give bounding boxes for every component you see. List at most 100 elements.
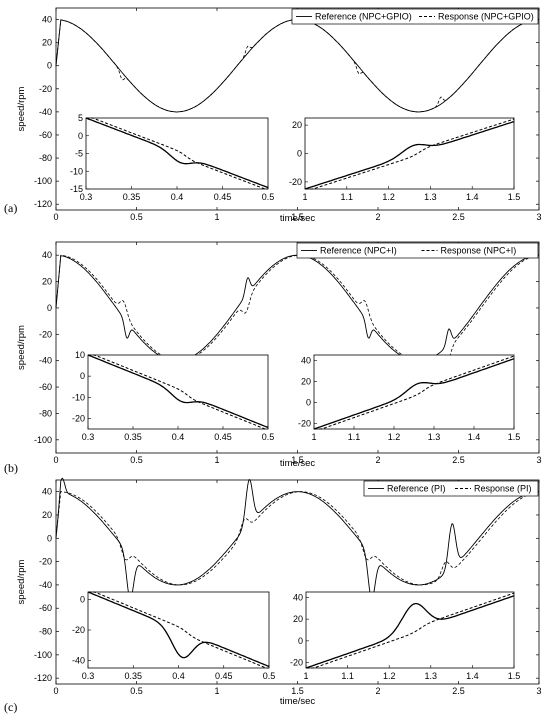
x-tick-label: 1 (214, 455, 219, 465)
inset-y-tick-label: 20 (292, 120, 302, 130)
y-tick-label: -120 (34, 673, 52, 683)
inset-y-tick-label: 40 (293, 592, 303, 602)
panel-label: (b) (4, 461, 18, 475)
inset-x-tick-label: 0.35 (124, 671, 142, 681)
inset-series-response-line (305, 118, 515, 190)
inset-y-tick-label: 0 (80, 595, 85, 605)
inset-series-reference-line (313, 358, 515, 430)
y-tick-label: 40 (42, 487, 52, 497)
y-tick-label: -60 (39, 382, 52, 392)
inset-y-tick-label: -20 (298, 419, 311, 429)
inset-x-tick-label: 1.5 (508, 432, 521, 442)
panel-label: (c) (4, 700, 17, 714)
x-axis-label: time/sec (280, 213, 316, 224)
inset-series-reference-line (305, 595, 515, 669)
x-tick-label: 2.5 (452, 686, 465, 696)
inset-y-tick-label: 10 (75, 350, 85, 360)
inset-series-response-line (306, 592, 515, 669)
panel-label: (a) (4, 201, 17, 215)
inset-x-tick-label: 0.5 (263, 671, 276, 681)
y-tick-label: -40 (39, 580, 52, 590)
y-tick-label: 0 (47, 533, 52, 543)
legend-label-response: Response (NPC+GPIO) (438, 12, 534, 22)
y-tick-label: 0 (47, 303, 52, 313)
inset-y-tick-label: 0 (78, 131, 83, 141)
x-tick-label: 0 (53, 455, 58, 465)
y-axis-label: speed/rpm (16, 325, 27, 370)
x-tick-label: 2 (375, 455, 380, 465)
y-tick-label: -80 (39, 153, 52, 163)
series-response-line (55, 19, 540, 113)
x-tick-label: 2.5 (452, 455, 465, 465)
inset-x-tick-label: 1.4 (466, 192, 479, 202)
inset-2: 1 1.1 1.2 1.3 1.4 1.5 20 0 -20 (289, 117, 521, 202)
inset-x-tick-label: 1.2 (382, 192, 395, 202)
inset-y-tick-label: -10 (72, 392, 85, 402)
inset-series-reference-line (85, 117, 269, 189)
legend-label-response: Response (NPC+I) (441, 246, 517, 256)
legend-label-reference: Reference (PI) (387, 484, 446, 494)
legend-box (363, 480, 539, 497)
inset-y-tick-label: -20 (72, 413, 85, 423)
legend-label-reference: Reference (NPC+GPIO) (315, 12, 412, 22)
x-tick-label: 3 (536, 212, 541, 222)
inset-y-tick-label: -20 (289, 177, 302, 187)
y-tick-label: 0 (47, 61, 52, 71)
y-tick-label: -80 (39, 408, 52, 418)
inset-x-tick-label: 1.5 (508, 192, 521, 202)
inset-x-tick-label: 0.5 (262, 432, 275, 442)
inset-x-tick-label: 0.4 (172, 671, 185, 681)
inset-x-tick-label: 1 (311, 432, 316, 442)
inset-x-tick-label: 0.3 (80, 192, 93, 202)
inset-x-tick-label: 1.1 (341, 192, 354, 202)
y-tick-label: -20 (39, 329, 52, 339)
y-tick-label: 20 (42, 38, 52, 48)
x-tick-label: 1.5 (291, 455, 304, 465)
inset-series-response-line (86, 117, 268, 190)
y-tick-label: -20 (39, 84, 52, 94)
inset-x-tick-label: 0.3 (82, 671, 95, 681)
legend-label-reference: Reference (NPC+I) (320, 246, 397, 256)
series-reference-line (55, 254, 539, 362)
legend: Reference (PI) Response (PI) (363, 480, 539, 497)
legend-box (296, 242, 539, 259)
panel-1: 0 0.5 1 1.5 2 2.5 340200-20-40-60-80-100-120ti… (4, 7, 542, 224)
legend-label-response: Response (PI) (474, 484, 532, 494)
inset-x-tick-label: 1.3 (425, 671, 438, 681)
y-tick-label: -100 (34, 650, 52, 660)
y-tick-label: -60 (39, 130, 52, 140)
inset-y-tick-label: 0 (297, 149, 302, 159)
inset-series-reference-line (304, 120, 515, 190)
x-tick-label: 0 (53, 686, 58, 696)
x-tick-label: 0 (53, 212, 58, 222)
x-axis-label: time/sec (280, 458, 316, 469)
inset-x-tick-label: 1.2 (388, 432, 401, 442)
inset-y-tick-label: 0 (298, 636, 303, 646)
x-axis-label: time/sec (280, 696, 316, 707)
inset-series-reference-line (87, 354, 269, 429)
y-axis-label: speed/rpm (16, 86, 27, 131)
x-tick-label: 0.5 (130, 455, 143, 465)
inset-2: 1 1.1 1.2 1.3 1.4 1.5 40 20 0 -20 (290, 591, 520, 681)
inset-x-tick-label: 1.1 (341, 671, 354, 681)
inset-series-response-line (314, 355, 515, 430)
inset-x-tick-label: 0.5 (262, 192, 275, 202)
y-tick-label: -40 (39, 356, 52, 366)
inset-y-tick-label: -20 (290, 658, 303, 668)
series-reference-line (55, 477, 539, 600)
x-tick-label: 1.5 (291, 686, 304, 696)
legend-box (291, 8, 539, 25)
x-tick-label: 2 (375, 686, 380, 696)
y-tick-label: -80 (39, 627, 52, 637)
x-tick-label: 2.5 (452, 212, 465, 222)
inset-y-tick-label: -10 (70, 166, 83, 176)
x-tick-label: 1 (214, 686, 219, 696)
panel-2: 0 0.5 1 1.5 2 2.5 340200-20-40-60-80-100time/s… (4, 241, 542, 475)
inset-y-tick-label: -40 (72, 655, 85, 665)
panel-3: 0 0.5 1 1.5 2 2.5 3 40 20 0 -20 -40 -60 -80 -100 -120 ti… (4, 477, 542, 714)
y-tick-label: 40 (42, 15, 52, 25)
inset-x-tick-label: 1.4 (466, 671, 479, 681)
y-tick-label: -100 (34, 435, 52, 445)
